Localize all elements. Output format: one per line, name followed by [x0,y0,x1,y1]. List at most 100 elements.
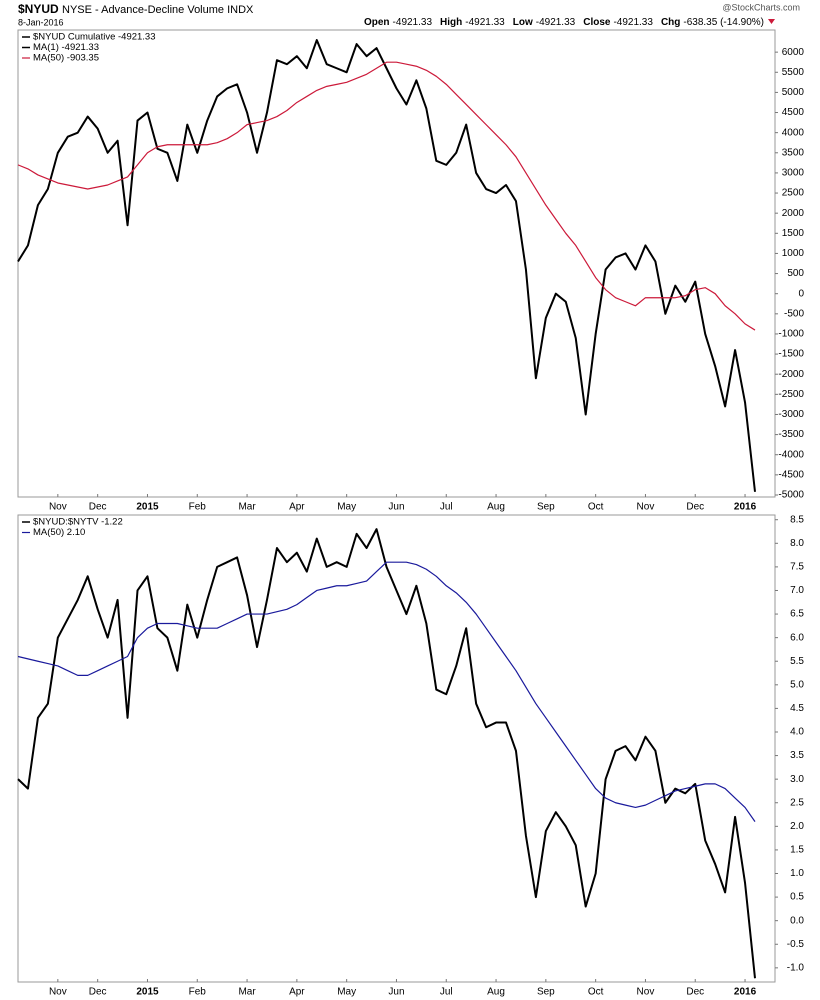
y-tick-label: 3000 [782,168,805,179]
y-tick-label: 2500 [782,188,805,199]
x-tick-label: Nov [49,502,67,513]
y-tick-label: -1500 [778,349,804,360]
series-line [17,561,756,822]
y-tick-label: 3.5 [790,750,804,761]
quote-value: -4921.33 [536,17,576,28]
x-tick-label: Dec [89,502,107,513]
x-tick-label: Nov [637,502,655,513]
y-tick-label: -1.0 [787,962,805,973]
quote-value: -4921.33 [393,17,433,28]
x-tick-label: Apr [289,502,305,513]
legend-label: MA(50) 2.10 [33,527,85,538]
y-tick-label: 3.0 [790,774,804,785]
y-tick-label: 4000 [782,127,805,138]
y-tick-label: -4000 [778,449,804,460]
x-tick-label: Jul [440,502,453,513]
x-tick-label: Sep [537,502,555,513]
y-tick-label: 7.0 [790,585,804,596]
symbol: $NYUD [18,2,59,16]
x-tick-label: Jun [388,987,404,998]
x-tick-label: Feb [189,987,207,998]
x-tick-label: May [337,987,356,998]
x-tick-label: Mar [238,502,256,513]
x-tick-label: Dec [89,987,107,998]
legend-label: MA(50) -903.35 [33,53,99,64]
y-tick-label: 2.5 [790,797,804,808]
y-tick-label: 8.5 [790,514,804,525]
x-tick-label: Aug [487,502,505,513]
series-line [17,61,756,331]
x-tick-label: Sep [537,987,555,998]
y-tick-label: 4.5 [790,703,804,714]
x-tick-label: Oct [588,502,604,513]
legend-label: $NYUD:$NYTV -1.22 [33,517,123,528]
x-tick-label: Mar [238,987,256,998]
y-tick-label: -0.5 [787,939,805,950]
x-tick-label: Nov [637,987,655,998]
y-tick-label: -500 [784,308,804,319]
quote-value: -4921.33 [613,17,653,28]
quote-label: Chg [661,17,680,28]
y-tick-label: 500 [787,268,804,279]
x-tick-label: 2015 [136,502,159,513]
y-tick-label: 5.5 [790,656,804,667]
y-tick-label: 5000 [782,87,805,98]
series-line [17,39,756,492]
x-tick-label: Aug [487,987,505,998]
series-line [17,528,756,979]
x-tick-label: 2016 [734,987,757,998]
y-tick-label: 0.0 [790,915,804,926]
y-tick-label: 4.0 [790,727,804,738]
y-tick-label: 5500 [782,67,805,78]
y-tick-label: 5.0 [790,679,804,690]
x-tick-label: Dec [686,987,704,998]
quote-label: High [440,17,462,28]
down-arrow [768,19,775,24]
quote-label: Close [583,17,611,28]
y-tick-label: 1500 [782,228,805,239]
y-tick-label: 6.5 [790,609,804,620]
y-tick-label: -2500 [778,389,804,400]
plot-area [17,514,776,983]
legend-label: MA(1) -4921.33 [33,42,99,53]
y-tick-label: 6000 [782,47,805,58]
x-tick-label: Dec [686,502,704,513]
x-tick-label: May [337,502,356,513]
quote-label: Low [513,17,533,28]
y-tick-label: 1000 [782,248,805,259]
quote-value: -4921.33 [465,17,505,28]
legend-label: $NYUD Cumulative -4921.33 [33,32,156,43]
y-tick-label: 6.0 [790,632,804,643]
x-tick-label: Apr [289,987,305,998]
y-tick-label: -2000 [778,369,804,380]
y-tick-label: 1.0 [790,868,804,879]
y-tick-label: -1000 [778,329,804,340]
y-tick-label: -5000 [778,490,804,501]
y-tick-label: 8.0 [790,538,804,549]
y-tick-label: 3500 [782,147,805,158]
quote-label: Open [364,17,390,28]
y-tick-label: 4500 [782,107,805,118]
x-tick-label: Jul [440,987,453,998]
quote: Open -4921.33 High -4921.33 Low -4921.33 Close… [364,17,764,28]
x-tick-label: Jun [388,502,404,513]
y-tick-label: 0 [798,288,804,299]
y-tick-label: 7.5 [790,562,804,573]
y-tick-label: -3500 [778,429,804,440]
source: @StockCharts.com [722,2,800,12]
quote-value: -638.35 (-14.90%) [683,17,764,28]
y-tick-label: 1.5 [790,845,804,856]
y-tick-label: 2000 [782,208,805,219]
plot-area [17,29,776,498]
y-tick-label: -3000 [778,409,804,420]
x-tick-label: Oct [588,987,604,998]
y-tick-label: -4500 [778,469,804,480]
x-tick-label: Nov [49,987,67,998]
date: 8-Jan-2016 [18,17,64,27]
x-tick-label: 2016 [734,502,757,513]
index-name: NYSE - Advance-Decline Volume INDX [62,4,254,16]
x-tick-label: 2015 [136,987,159,998]
y-tick-label: 2.0 [790,821,804,832]
